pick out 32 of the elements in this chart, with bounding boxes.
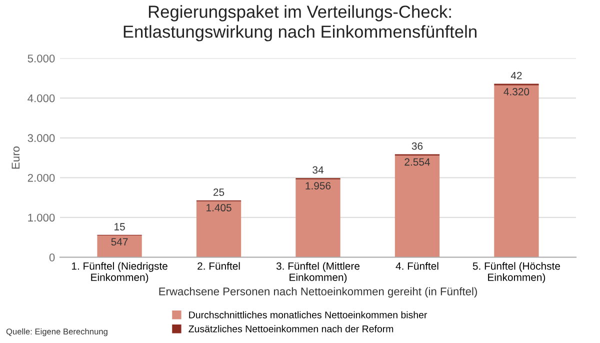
source-note: Quelle: Eigene Berechnung bbox=[6, 328, 108, 336]
x-tick-label: 2. Fünftel bbox=[198, 262, 240, 270]
y-tick-label: 1.000 bbox=[28, 214, 55, 222]
chart-title: Regierungspaket im Verteilungs-Check: Entlastungswirkung nach Einkommensfünfteln bbox=[124, 5, 476, 42]
data-label: 547 bbox=[111, 238, 128, 246]
data-label: 36 bbox=[412, 142, 423, 150]
legend-label: Zusätzliches Nettoeinkommen nach der Reform bbox=[188, 325, 394, 332]
bar bbox=[97, 235, 142, 258]
data-label: 4.320 bbox=[504, 88, 530, 96]
bar bbox=[296, 179, 340, 258]
data-label: 2.554 bbox=[404, 158, 430, 166]
x-tick-label: 3. Fünftel (Mittlere Einkommen) bbox=[276, 262, 360, 284]
data-label: 1.405 bbox=[206, 204, 232, 212]
y-tick-label: 0 bbox=[49, 254, 55, 262]
bar bbox=[196, 201, 242, 258]
x-tick-label: 1. Fünftel (Niedrigste Einkommen) bbox=[72, 262, 168, 284]
data-label: 15 bbox=[114, 223, 125, 230]
bar bbox=[394, 156, 440, 258]
data-label: 42 bbox=[510, 72, 522, 80]
data-label: 25 bbox=[214, 188, 224, 196]
data-label: 34 bbox=[312, 166, 324, 174]
x-axis-title: Erwachsene Personen nach Nettoeinkommen gereiht (in Fünftel) bbox=[159, 287, 477, 298]
y-tick-label: 4.000 bbox=[28, 94, 55, 102]
x-tick-label: 4. Fünftel bbox=[396, 262, 438, 270]
legend-label: Durchschnittliches monatliches Nettoeinkommen bisher bbox=[189, 311, 428, 318]
data-label: 1.956 bbox=[306, 182, 331, 190]
bar bbox=[494, 85, 539, 258]
y-tick-label: 2.000 bbox=[28, 174, 55, 182]
x-tick-label: 5. Fünftel (Höchste Einkommen) bbox=[472, 262, 560, 284]
y-tick-label: 3.000 bbox=[28, 134, 55, 142]
y-tick-label: 5.000 bbox=[28, 54, 55, 62]
y-axis-title: Euro bbox=[12, 146, 20, 169]
